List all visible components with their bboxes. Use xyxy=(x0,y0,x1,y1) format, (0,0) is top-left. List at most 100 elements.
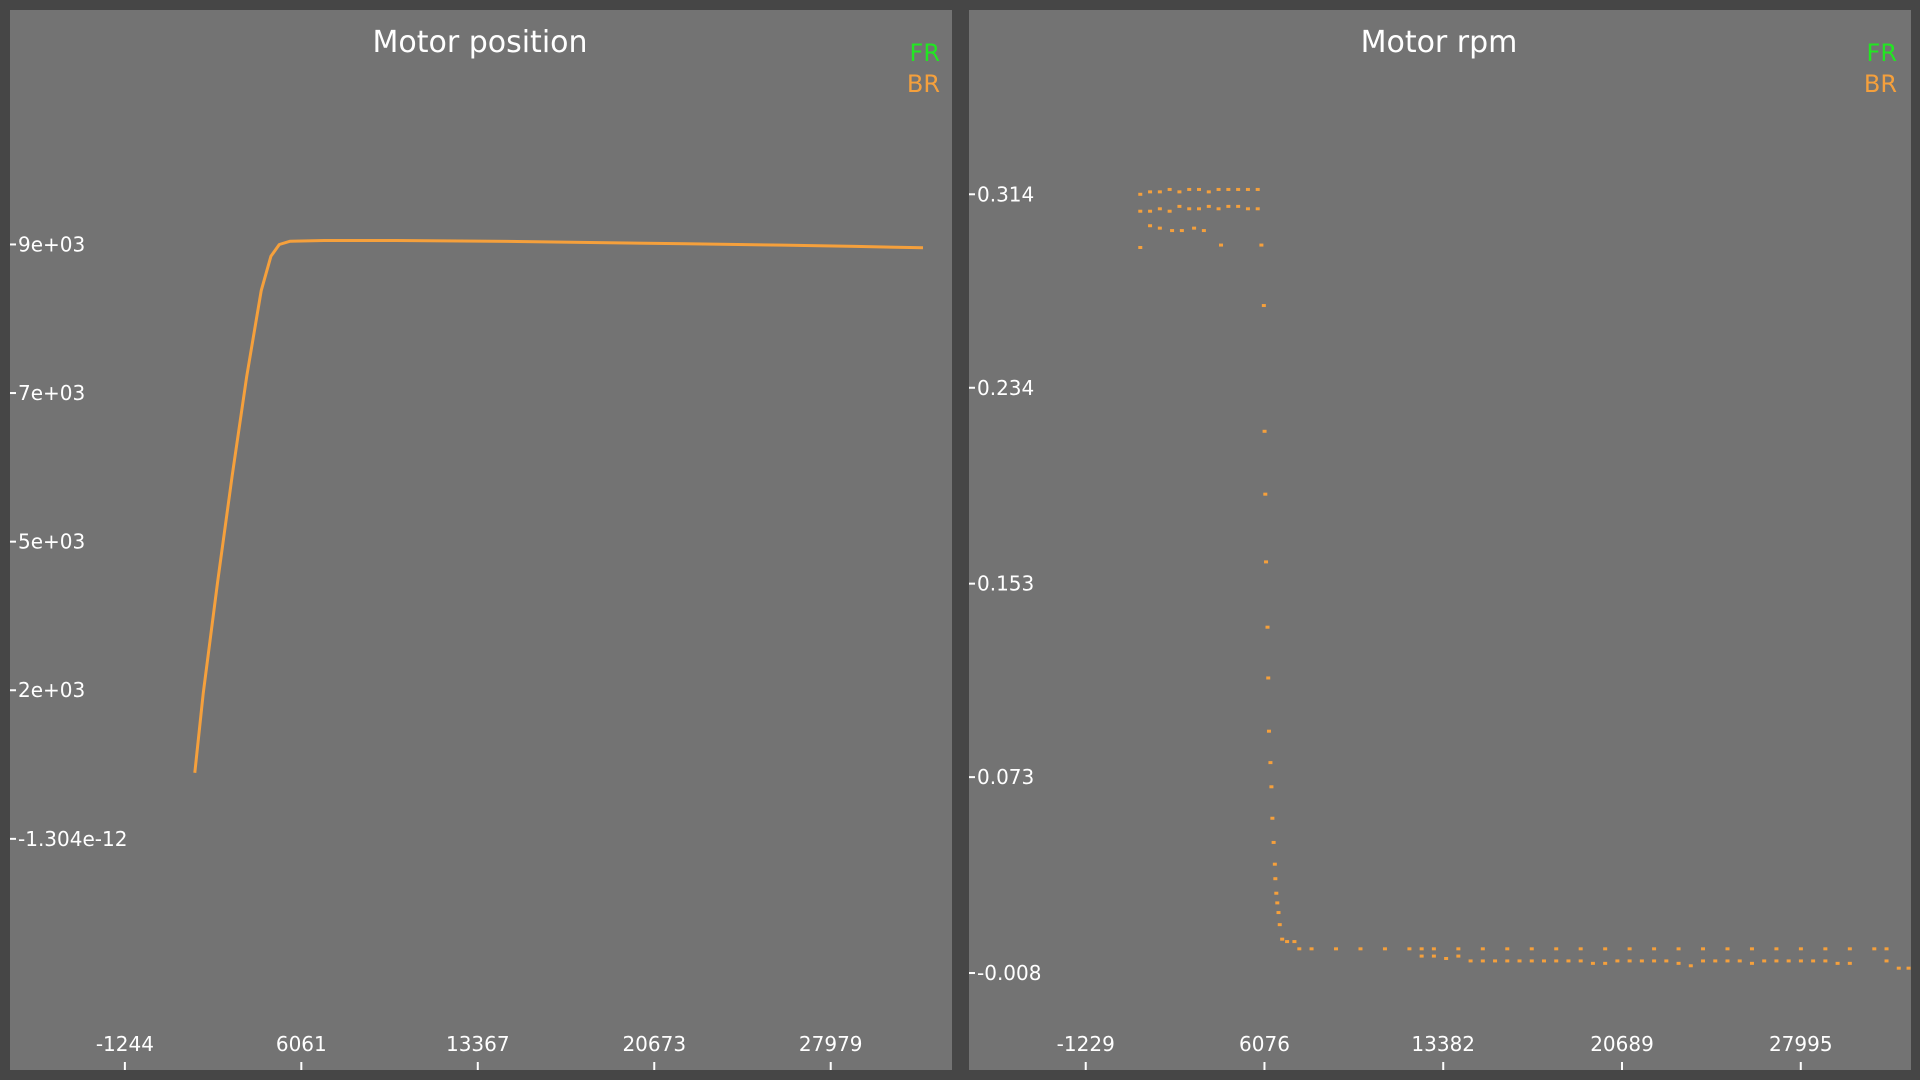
legend-entry-br: BR xyxy=(907,70,940,98)
data-point xyxy=(1456,947,1461,951)
x-tick-label: 27995 xyxy=(1769,1032,1833,1056)
data-point xyxy=(1179,229,1184,233)
data-point xyxy=(1762,959,1767,963)
data-point xyxy=(1219,243,1224,247)
x-tick-label: 27979 xyxy=(799,1032,863,1056)
data-point xyxy=(1529,959,1534,963)
data-point xyxy=(1271,840,1276,844)
data-point xyxy=(1541,959,1546,963)
data-point xyxy=(1603,961,1608,965)
data-point xyxy=(1431,947,1436,951)
data-point xyxy=(1431,954,1436,958)
y-tick-label: 0.234 xyxy=(977,376,1034,400)
data-point xyxy=(1206,190,1211,194)
y-axis: -0.008 0.073 0.153 0.234 0.314 xyxy=(969,182,1041,985)
data-point xyxy=(1138,209,1143,213)
data-point xyxy=(1262,429,1267,433)
data-point xyxy=(1187,207,1192,211)
data-point xyxy=(1274,891,1279,895)
data-point xyxy=(1358,947,1363,951)
data-point xyxy=(1148,190,1153,194)
motor-rpm-chart: Motor rpm FR BR -0.008 0.073 0.153 0.234 0.3… xyxy=(969,25,1911,1070)
data-point xyxy=(1823,947,1828,951)
data-point xyxy=(1517,959,1522,963)
y-tick-label: 0.314 xyxy=(977,182,1034,206)
y-tick-label: 9e+03 xyxy=(18,232,85,256)
data-point xyxy=(1554,947,1559,951)
data-point xyxy=(1823,959,1828,963)
data-point xyxy=(1786,959,1791,963)
data-point xyxy=(1272,862,1277,866)
data-point xyxy=(1725,959,1730,963)
data-point xyxy=(1309,947,1314,951)
data-point xyxy=(1275,901,1280,905)
data-point xyxy=(1749,961,1754,965)
data-point xyxy=(1493,959,1498,963)
data-point xyxy=(1177,204,1182,208)
data-point xyxy=(1407,947,1412,951)
data-point xyxy=(1255,187,1260,191)
data-point xyxy=(1615,959,1620,963)
data-point xyxy=(1419,947,1424,951)
data-point xyxy=(1206,204,1211,208)
y-tick-label: -0.008 xyxy=(977,961,1041,985)
y-tick-label: -1.304e-12 xyxy=(18,827,127,851)
data-point xyxy=(1652,947,1657,951)
data-point xyxy=(1157,226,1162,230)
x-tick-label: 6076 xyxy=(1239,1032,1290,1056)
data-point xyxy=(1676,961,1681,965)
x-tick-label: 13367 xyxy=(446,1032,510,1056)
x-tick-label: 6061 xyxy=(276,1032,327,1056)
data-point xyxy=(1273,877,1278,881)
data-point xyxy=(1292,940,1297,944)
data-point xyxy=(1236,187,1241,191)
data-point xyxy=(1170,229,1175,233)
y-tick-label: 2e+03 xyxy=(18,678,85,702)
data-point xyxy=(1884,959,1889,963)
data-point xyxy=(1688,964,1693,968)
data-point xyxy=(1245,207,1250,211)
data-point xyxy=(1847,947,1852,951)
data-point xyxy=(1590,961,1595,965)
data-point xyxy=(1444,957,1449,961)
data-point xyxy=(1277,923,1282,927)
motor-position-chart: Motor position FR BR -1.304e-12 2e+03 5e+0… xyxy=(10,25,940,1070)
data-point xyxy=(1652,959,1657,963)
y-tick-label: 5e+03 xyxy=(18,530,85,554)
legend-entry-fr: FR xyxy=(1867,39,1897,67)
data-point xyxy=(1896,966,1901,970)
data-point xyxy=(1285,940,1290,944)
data-point xyxy=(1297,947,1302,951)
data-point xyxy=(1835,961,1840,965)
data-point xyxy=(1701,959,1706,963)
data-point xyxy=(1266,729,1271,733)
data-point xyxy=(1884,947,1889,951)
data-point xyxy=(1216,207,1221,211)
data-point xyxy=(1872,947,1877,951)
data-point xyxy=(1167,209,1172,213)
data-point xyxy=(1627,959,1632,963)
data-point xyxy=(1774,947,1779,951)
data-point xyxy=(1157,207,1162,211)
data-point xyxy=(1226,204,1231,208)
data-point xyxy=(1749,947,1754,951)
data-point xyxy=(1226,187,1231,191)
data-point xyxy=(1480,947,1485,951)
data-point xyxy=(1701,947,1706,951)
data-points xyxy=(193,239,924,773)
data-point xyxy=(1382,947,1387,951)
data-point xyxy=(1255,207,1260,211)
data-point xyxy=(1148,209,1153,213)
y-tick-label: 7e+03 xyxy=(18,381,85,405)
data-point xyxy=(1265,625,1270,629)
data-point xyxy=(1245,187,1250,191)
data-point xyxy=(1664,959,1669,963)
data-point xyxy=(1566,959,1571,963)
data-point xyxy=(1906,966,1911,970)
legend-entry-fr: FR xyxy=(910,39,940,67)
data-point xyxy=(1196,207,1201,211)
x-tick-label: 20689 xyxy=(1590,1032,1654,1056)
data-point xyxy=(1280,937,1285,941)
data-point xyxy=(1725,947,1730,951)
data-point xyxy=(1639,959,1644,963)
